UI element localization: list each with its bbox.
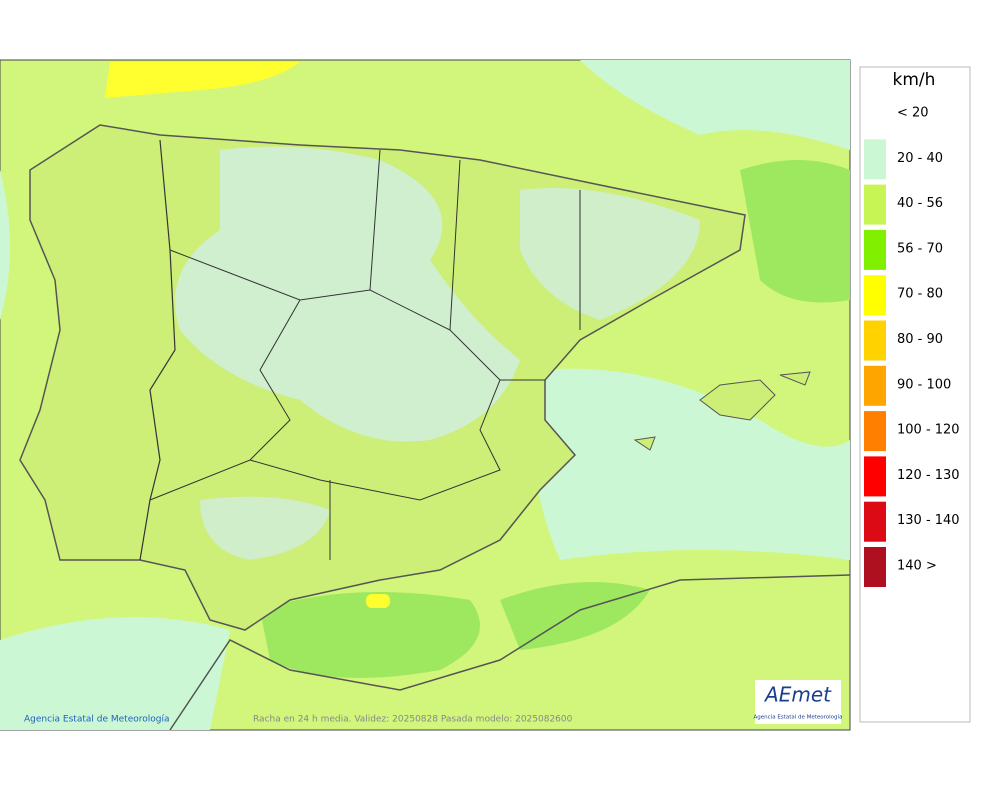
legend-label: 20 - 40 [897, 151, 943, 166]
wind-zone [0, 617, 230, 730]
legend-label: 70 - 80 [897, 287, 943, 302]
legend-label: 130 - 140 [897, 513, 960, 528]
africa-coast [169, 574, 851, 731]
legend-label: 40 - 56 [897, 196, 943, 211]
wind-zone [533, 368, 850, 560]
legend-swatch [864, 184, 886, 225]
wind-zone [105, 62, 300, 98]
wind-zone [740, 160, 850, 303]
legend-swatch [864, 411, 886, 452]
legend-unit: km/h [893, 70, 936, 90]
legend-label: 120 - 130 [897, 468, 960, 483]
legend-swatch [864, 320, 886, 361]
wind-zone [260, 592, 480, 678]
island [633, 371, 811, 451]
credit: Agencia Estatal de Meteorología [24, 715, 170, 725]
legend-label: 100 - 120 [897, 423, 960, 438]
wind-zone [500, 582, 650, 650]
legend-swatch [864, 365, 886, 406]
legend-swatch [864, 229, 886, 270]
legend-swatch [864, 547, 886, 587]
legend-swatch [864, 139, 886, 180]
wind-zone [200, 496, 330, 560]
logo-box [755, 680, 841, 724]
legend-label: < 20 [897, 106, 929, 121]
legend-label: 140 > [897, 559, 937, 574]
legend-swatch [864, 275, 886, 316]
map: Agencia Estatal de Meteorología Racha en… [0, 59, 851, 731]
legend-swatch [864, 456, 886, 497]
legend: km/h < 20 20 - 40 40 - 56 56 - 70 70 - 80 80 … [859, 66, 971, 723]
border [149, 149, 581, 560]
wind-zone [0, 170, 10, 320]
legend-swatch [864, 94, 886, 134]
wind-zone [366, 594, 390, 608]
legend-label: 80 - 90 [897, 332, 943, 347]
wind-zone [520, 188, 700, 320]
legend-label: 56 - 70 [897, 241, 943, 256]
logo-subtitle: Agencia Estatal de Meteorología [754, 714, 843, 721]
caption: Racha en 24 h media. Validez: 20250828 P… [253, 715, 573, 725]
legend-swatch [864, 501, 886, 542]
wind-zone [0, 60, 850, 150]
legend-label: 90 - 100 [897, 377, 951, 392]
logo-text: AEmet [763, 683, 832, 707]
